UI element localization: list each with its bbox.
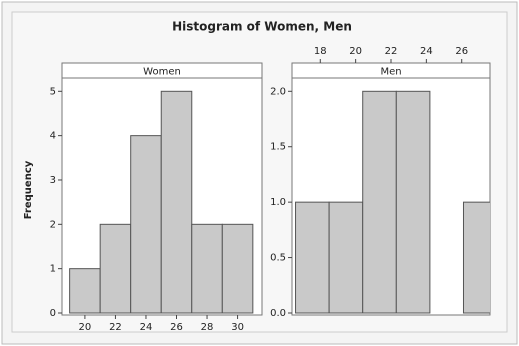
y-tick-label: 2 <box>50 219 56 230</box>
x-tick-label: 22 <box>385 46 398 57</box>
x-tick-label: 30 <box>231 322 244 333</box>
y-tick-label: 5 <box>50 86 56 97</box>
y-tick-label: 3 <box>50 175 56 186</box>
x-tick-label: 20 <box>79 322 92 333</box>
x-tick-label: 18 <box>314 46 327 57</box>
y-axis-label: Frequency <box>23 160 34 219</box>
y-tick-label: 0 <box>50 308 56 319</box>
bar <box>99 223 132 314</box>
x-tick-label: 26 <box>455 46 468 57</box>
bars <box>69 90 254 314</box>
y-tick-label: 1.5 <box>270 142 286 153</box>
y-tick-label: 4 <box>50 131 56 142</box>
strip <box>61 62 263 79</box>
x-tick-label: 24 <box>420 46 433 57</box>
panel-title: Women <box>143 67 181 78</box>
bar <box>69 268 101 314</box>
y-tick-label: 1 <box>50 264 56 275</box>
bar <box>362 90 397 314</box>
x-tick-label: 28 <box>201 322 214 333</box>
bar <box>295 201 330 314</box>
x-tick-label: 20 <box>349 46 362 57</box>
y-tick-label: 2.0 <box>270 86 286 97</box>
x-tick-label: 24 <box>140 322 153 333</box>
y-tick-label: 0.0 <box>270 308 286 319</box>
x-tick-label: 26 <box>170 322 183 333</box>
x-tick-label: 22 <box>109 322 122 333</box>
bar <box>160 90 193 314</box>
bars <box>295 90 490 314</box>
bar <box>462 201 490 314</box>
y-tick-label: 0.5 <box>270 253 286 264</box>
bar <box>328 201 364 314</box>
bar <box>130 135 162 314</box>
panel-title: Men <box>380 67 401 78</box>
bar <box>191 223 223 314</box>
y-tick-label: 1.0 <box>270 197 286 208</box>
chart-title: Histogram of Women, Men <box>172 20 352 34</box>
bar <box>395 90 431 314</box>
bar <box>221 223 254 314</box>
